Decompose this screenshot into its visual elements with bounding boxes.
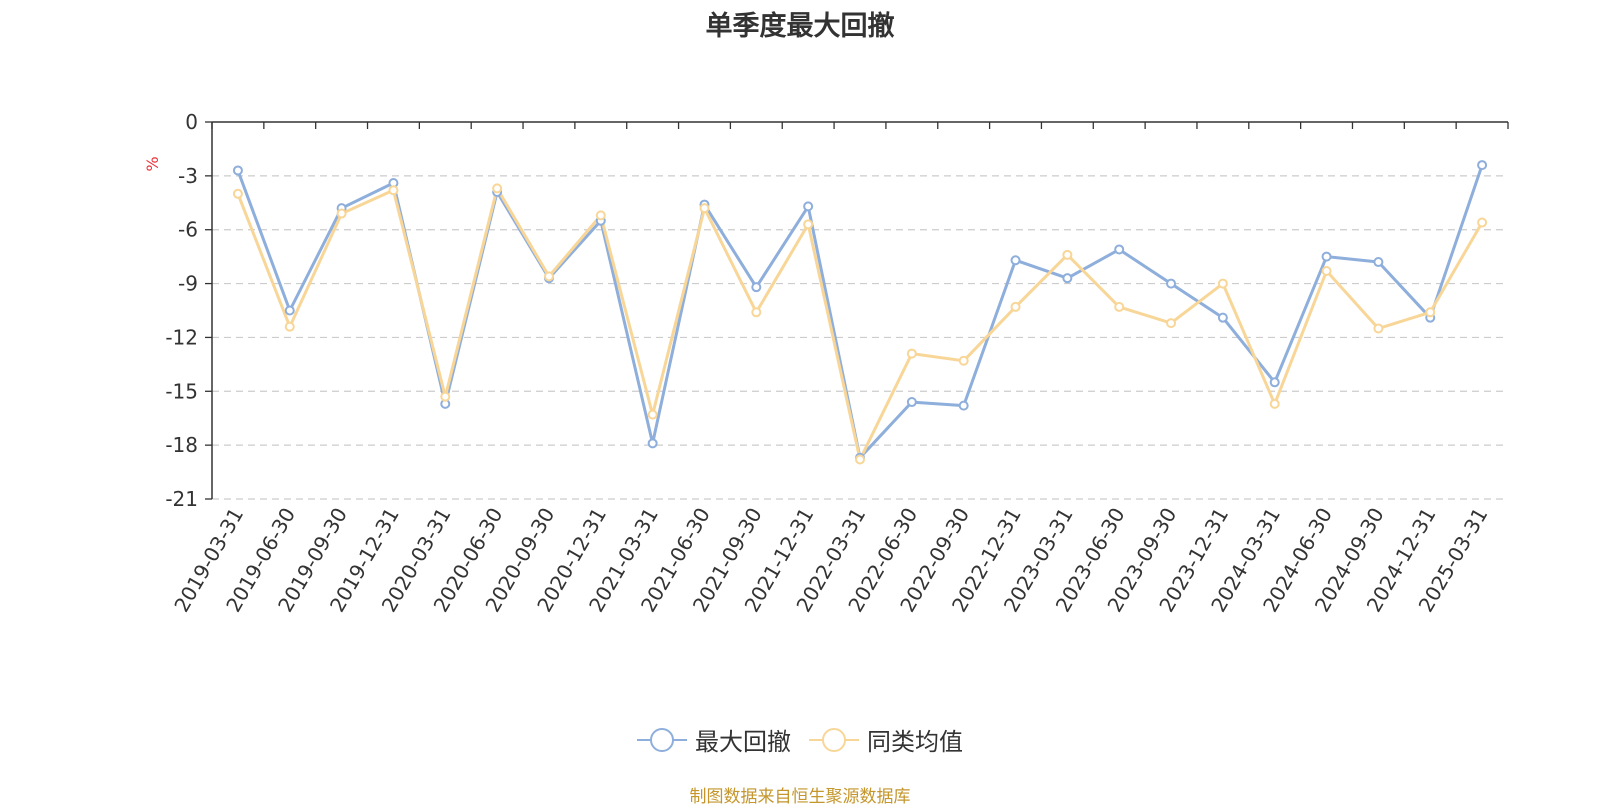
grid-lines — [212, 175, 1508, 500]
legend: 最大回撤 同类均值 — [0, 722, 1600, 757]
legend-item[interactable]: 最大回撤 — [637, 722, 791, 757]
data-point — [1373, 257, 1384, 268]
data-point — [284, 305, 295, 316]
data-point — [1269, 398, 1280, 409]
data-point — [647, 438, 658, 449]
data-point — [1477, 217, 1488, 228]
data-point — [1114, 244, 1125, 255]
data-point — [1062, 273, 1073, 284]
data-point — [647, 409, 658, 420]
y-tick-label: -15 — [165, 379, 198, 403]
data-point — [1062, 249, 1073, 260]
data-point — [906, 348, 917, 359]
legend-label: 同类均值 — [867, 728, 963, 756]
legend-swatch — [809, 727, 859, 752]
y-tick-label: -12 — [165, 325, 198, 349]
y-tick-label: -18 — [165, 433, 198, 457]
legend-label: 最大回撤 — [695, 728, 791, 756]
data-point — [803, 219, 814, 230]
data-point — [440, 391, 451, 402]
series-lines — [232, 160, 1488, 465]
data-point — [1217, 312, 1228, 323]
legend-item[interactable]: 同类均值 — [809, 722, 963, 757]
data-point — [1425, 307, 1436, 318]
data-point — [855, 454, 865, 465]
source-note: 制图数据来自恒生聚源数据库 — [689, 787, 911, 807]
y-tick-label: -21 — [165, 487, 198, 511]
data-point — [1373, 323, 1384, 334]
data-point — [232, 188, 243, 199]
data-point — [958, 400, 969, 411]
y-tick-label: -6 — [178, 218, 198, 242]
legend-swatch — [637, 727, 687, 752]
data-point — [906, 397, 917, 408]
data-point — [1010, 255, 1021, 266]
data-point — [1114, 301, 1125, 312]
data-point — [1269, 377, 1280, 388]
data-point — [1010, 301, 1021, 312]
y-tick-label: 0 — [185, 110, 198, 134]
data-point — [1321, 266, 1332, 277]
data-point — [751, 307, 762, 318]
data-point — [543, 271, 554, 282]
data-point — [803, 201, 814, 212]
y-tick-label: -3 — [178, 164, 198, 188]
y-axis-unit: % — [143, 156, 162, 171]
data-point — [232, 165, 243, 176]
data-point — [958, 355, 969, 366]
data-point — [1477, 160, 1488, 171]
data-point — [284, 321, 295, 332]
data-point — [1166, 278, 1177, 289]
data-point — [336, 208, 347, 219]
data-point — [751, 282, 762, 293]
data-point — [1166, 318, 1177, 329]
data-point — [388, 185, 399, 196]
data-point — [492, 183, 503, 194]
y-tick-label: -9 — [178, 272, 198, 296]
series-line — [236, 186, 1484, 461]
data-point — [595, 210, 606, 221]
data-point — [1217, 278, 1228, 289]
data-point — [1321, 251, 1332, 262]
data-point — [699, 203, 710, 214]
axes — [205, 121, 1509, 500]
chart-title: 单季度最大回撤 — [705, 11, 895, 42]
